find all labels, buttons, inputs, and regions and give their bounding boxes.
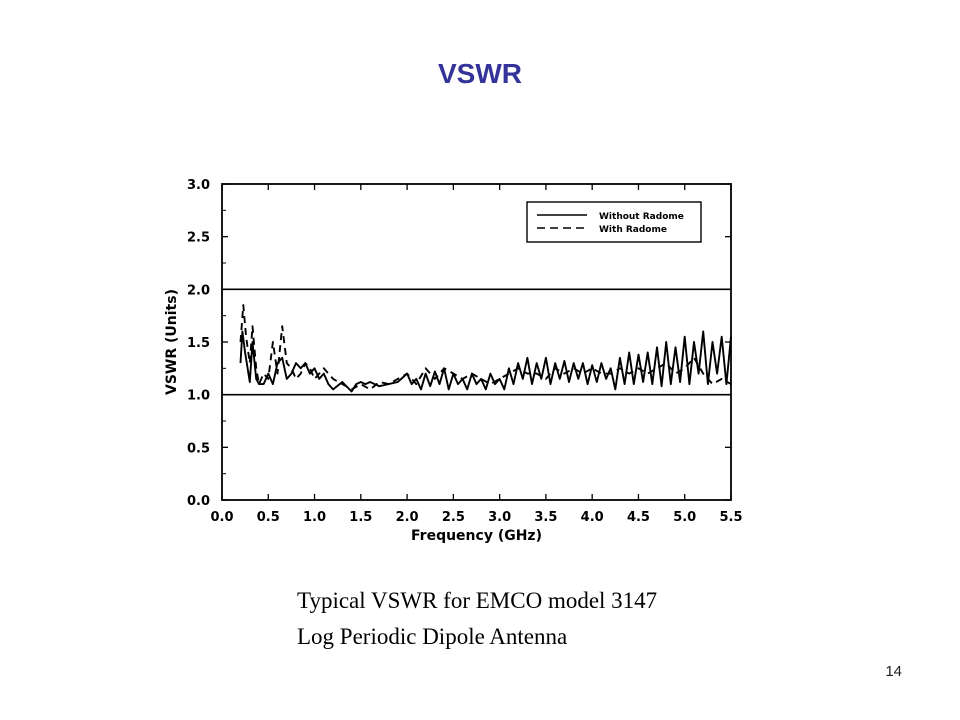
y-axis-title: VSWR (Units): [164, 289, 180, 395]
legend: Without Radome With Radome: [526, 201, 702, 243]
y-tick-label: 3.0: [187, 178, 210, 193]
caption-line-1: Typical VSWR for EMCO model 3147: [297, 588, 658, 613]
x-axis-title: Frequency (GHz): [411, 528, 542, 544]
legend-box: [526, 201, 702, 243]
x-tick-label: 2.5: [442, 510, 465, 525]
x-tick-label: 5.0: [673, 510, 696, 525]
legend-label-with-radome: With Radome: [599, 225, 667, 235]
x-tick-label: 3.5: [534, 510, 557, 525]
x-tick-label: 1.0: [303, 510, 326, 525]
x-tick-label: 0.0: [210, 510, 233, 525]
reference-lines: [222, 288, 731, 396]
x-tick-label: 0.5: [257, 510, 280, 525]
y-tick-label: 2.0: [187, 283, 210, 298]
x-tick-label: 4.0: [581, 510, 604, 525]
x-tick-label: 3.0: [488, 510, 511, 525]
y-tick-label: 0.0: [187, 494, 210, 509]
x-tick-label: 4.5: [627, 510, 650, 525]
y-tick-label: 0.5: [187, 441, 210, 456]
x-tick-label: 5.5: [719, 510, 742, 525]
slide-title: VSWR: [438, 58, 522, 89]
series-line-1: [239, 304, 732, 391]
axis-ticks: [221, 183, 732, 501]
caption-line-2: Log Periodic Dipole Antenna: [297, 624, 568, 649]
axis-tick-labels: 0.0 0.5 1.0 1.5 2.0 2.5 3.0 3.5 4.0 4.5 5.0 5.5 0.0 0…: [187, 178, 743, 525]
page-number: 14: [885, 663, 902, 680]
legend-label-without-radome: Without Radome: [599, 212, 684, 222]
series-line-0: [239, 330, 732, 393]
x-tick-label: 2.0: [396, 510, 419, 525]
y-tick-label: 1.0: [187, 389, 210, 404]
x-tick-label: 1.5: [349, 510, 372, 525]
y-tick-label: 1.5: [187, 336, 210, 351]
y-tick-label: 2.5: [187, 231, 210, 246]
vswr-chart: 0.0 0.5 1.0 1.5 2.0 2.5 3.0 3.5 4.0 4.5 5.0 5.5 0.0 0…: [164, 178, 743, 544]
series-layer: [239, 304, 732, 393]
